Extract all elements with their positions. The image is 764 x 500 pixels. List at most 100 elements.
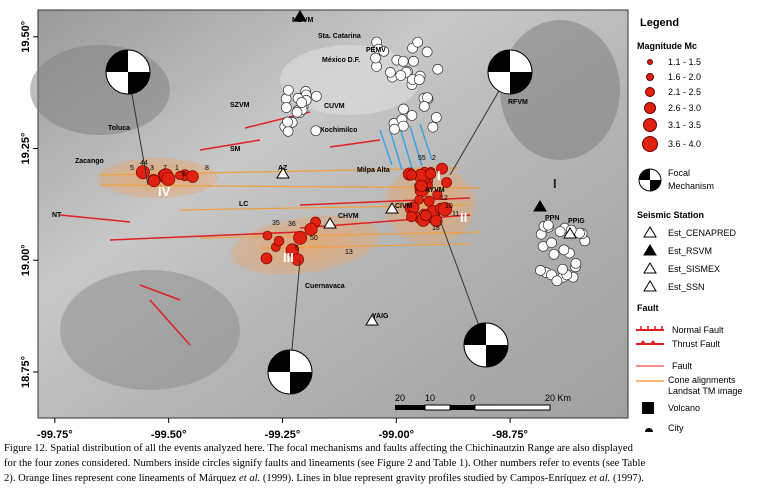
event — [436, 162, 448, 175]
lon-tick-label: -99.00° — [378, 429, 414, 441]
legend-label: Est_SISMEX — [668, 264, 720, 274]
station — [365, 314, 379, 326]
lat-tick-label: 19.25° — [20, 133, 32, 165]
caption-text: Figure 12. Spatial distribution of all t… — [4, 443, 634, 454]
event — [175, 170, 185, 180]
event — [414, 195, 424, 205]
place-label: LC — [239, 201, 248, 208]
legend-label: 2.1 - 2.5 — [668, 87, 701, 97]
lat-tick-label: 18.75° — [20, 356, 32, 388]
legend-label: Normal Fault — [672, 325, 724, 335]
gravity-profile — [389, 129, 403, 171]
place-label: PPN — [545, 215, 559, 222]
event — [370, 52, 381, 64]
event — [186, 170, 199, 183]
legend-station — [643, 280, 657, 292]
event — [260, 252, 273, 265]
legend-label: 1.1 - 1.5 — [668, 57, 701, 67]
place-label: CIVM — [395, 203, 413, 210]
zone-label: I — [437, 168, 441, 183]
zone-label: II — [460, 210, 467, 225]
place-label: NT — [52, 212, 62, 219]
event — [385, 67, 396, 78]
event — [378, 45, 390, 57]
place-label: SZVM — [230, 102, 250, 109]
place-label: Milpa Alta — [357, 167, 390, 174]
lat-tick-label: 19.50° — [20, 21, 32, 53]
event-number: 7 — [163, 165, 167, 172]
legend-label: Focal — [668, 168, 690, 178]
scale-bar — [395, 404, 551, 411]
event — [293, 230, 308, 245]
legend-label: 2.6 - 3.0 — [668, 103, 701, 113]
event — [412, 36, 424, 48]
event — [441, 177, 452, 188]
event — [557, 263, 568, 275]
cone-alignment — [199, 231, 481, 239]
caption-text: et al. — [589, 473, 610, 484]
place-label: México D.F. — [322, 57, 360, 64]
event — [423, 195, 435, 207]
event — [389, 123, 400, 135]
event — [432, 63, 444, 75]
scale-label: 20 — [395, 393, 405, 403]
event-number: 44 — [140, 160, 148, 167]
event — [551, 275, 563, 287]
event — [397, 55, 409, 67]
station — [323, 217, 337, 229]
event — [406, 169, 417, 181]
lon-tick-label: -99.75° — [37, 429, 73, 441]
caption-text: (1997). — [610, 473, 644, 484]
lon-tick-label: -98.75° — [492, 429, 528, 441]
event — [548, 248, 560, 260]
legend-label: Thrust Fault — [672, 339, 721, 349]
event — [273, 235, 285, 247]
station — [533, 200, 547, 212]
legend-label: Landsat TM image — [668, 386, 742, 396]
event — [135, 165, 150, 180]
caption-text: (1999). Lines in blue represent gravity … — [260, 473, 589, 484]
legend-label: 3.6 - 4.0 — [668, 139, 701, 149]
place-label: Toluca — [108, 125, 130, 132]
event — [398, 103, 409, 115]
caption-text: et al. — [239, 473, 260, 484]
event — [311, 90, 322, 102]
zone-label: III — [283, 250, 294, 265]
legend-label: Mechanism — [668, 181, 714, 191]
place-label: Cuernavaca — [305, 283, 345, 290]
event — [406, 211, 417, 223]
lat-tick-label: 19.00° — [20, 244, 32, 276]
place-label: PEMV — [366, 47, 386, 54]
place-label: RFVM — [508, 99, 528, 106]
place-label: CUVM — [324, 103, 345, 110]
gravity-profile — [399, 127, 413, 169]
scale-label: 0 — [470, 393, 475, 403]
station — [563, 227, 577, 239]
legend-heading: Seismic Station — [637, 210, 704, 220]
focal-quadrant — [106, 50, 150, 94]
fault — [329, 139, 381, 148]
event — [427, 121, 439, 133]
fault — [299, 197, 471, 206]
legend-label: Volcano — [668, 403, 700, 413]
event — [282, 126, 294, 137]
legend-heading: Fault — [637, 303, 659, 313]
zone-label: I — [553, 176, 557, 191]
legend-magnitude — [642, 136, 658, 152]
event — [395, 70, 407, 81]
event — [554, 226, 566, 237]
legend-magnitude — [645, 87, 655, 97]
event-number: 2 — [432, 155, 436, 162]
station — [385, 202, 399, 214]
event — [418, 101, 430, 112]
event — [304, 222, 318, 236]
event — [397, 120, 409, 132]
event — [147, 174, 161, 188]
event — [413, 74, 425, 86]
fault — [149, 299, 191, 346]
legend-magnitude — [644, 102, 656, 114]
event — [282, 84, 294, 96]
event — [542, 219, 554, 231]
place-label: SM — [230, 146, 241, 153]
scale-label: 20 Km — [545, 393, 571, 403]
